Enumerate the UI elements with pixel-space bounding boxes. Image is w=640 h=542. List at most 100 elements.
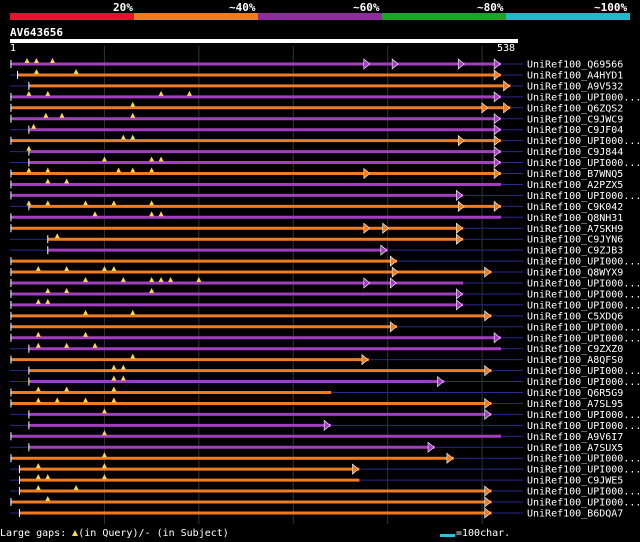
hit-label: UniRef100_Q69566: [527, 60, 623, 71]
hit-arrowhead: [484, 266, 492, 278]
hit-label: UniRef100_C9ZXZ0: [527, 344, 623, 355]
hit-label: UniRef100_UPI000...: [527, 421, 640, 432]
hit-arrowhead: [437, 375, 444, 388]
hit-arrowhead: [352, 463, 359, 475]
hit-arrowhead: [493, 113, 501, 125]
query-start-label: 1: [10, 43, 17, 54]
hit-arrowhead: [493, 124, 501, 136]
hit-arrowhead: [363, 277, 371, 289]
hit-arrowhead: [493, 135, 501, 147]
query-bar: [10, 39, 518, 43]
hit-label: UniRef100_B6DQA7: [527, 508, 623, 519]
gap-marker: [111, 266, 117, 272]
gap-marker: [149, 167, 155, 173]
hit-label: UniRef100_Q6ZQS2: [527, 103, 623, 114]
gap-marker: [111, 397, 117, 403]
gap-marker: [83, 331, 89, 337]
in-query-label: (in Query)/: [78, 528, 145, 539]
hit-arrowhead: [484, 496, 492, 508]
gap-marker: [130, 167, 136, 173]
dash-label: -: [144, 528, 151, 539]
hit-arrowhead: [323, 419, 331, 431]
gap-marker: [120, 364, 126, 370]
hit-label: UniRef100_C5XDQ6: [527, 311, 623, 322]
gap-marker: [149, 277, 155, 282]
gap-marker: [120, 375, 126, 381]
gap-marker: [64, 266, 70, 272]
hit-arrowhead: [484, 485, 492, 497]
footer: Large gaps: (in Query)/- (in Subject) =1…: [0, 528, 640, 542]
gap-marker: [83, 397, 89, 403]
hit-label: UniRef100_UPI000...: [527, 289, 640, 300]
gap-marker: [92, 211, 98, 217]
hit-arrowhead: [457, 58, 465, 70]
hit-arrowhead: [363, 167, 371, 180]
hit-label: UniRef100_Q8WYX9: [527, 268, 623, 279]
gap-marker: [35, 266, 41, 272]
hit-label: UniRef100_A7SUX5: [527, 443, 623, 454]
gap-marker: [83, 200, 89, 206]
legend-label-80: ~80%: [477, 1, 504, 14]
gap-marker: [101, 408, 107, 414]
gap-marker: [35, 397, 41, 403]
gap-marker: [158, 90, 164, 96]
hit-label: UniRef100_UPI000...: [527, 279, 640, 290]
gap-marker: [116, 167, 122, 173]
gap-marker: [92, 342, 98, 348]
hit-label: UniRef100_C9ZJB3: [527, 246, 623, 257]
hit-arrowhead: [481, 102, 489, 114]
query-title: AV643656: [10, 26, 63, 39]
legend-bar-red: [10, 13, 134, 20]
hit-label: UniRef100_C9JWC9: [527, 114, 623, 125]
gap-marker: [149, 287, 155, 293]
gap-marker: [101, 266, 107, 272]
gap-marker: [45, 496, 51, 501]
hit-arrowhead: [493, 156, 501, 169]
hit-arrowhead: [446, 452, 454, 464]
hit-arrowhead: [456, 189, 463, 202]
hit-label: UniRef100_UPI000...: [527, 366, 640, 377]
gap-marker: [149, 156, 155, 162]
gap-marker: [130, 353, 136, 359]
hit-arrowhead: [380, 244, 388, 256]
gap-marker: [33, 58, 39, 63]
hit-arrowhead: [457, 200, 465, 212]
legend-bar-cyan: [506, 13, 630, 20]
hit-label: UniRef100_A4HYD1: [527, 70, 623, 81]
gap-marker: [45, 287, 51, 293]
gap-marker: [45, 298, 51, 304]
gap-marker: [45, 178, 51, 184]
hit-label: UniRef100_Q6R5G9: [527, 388, 623, 399]
in-subject-label: (in Subject): [156, 528, 229, 539]
scale-text: =100char.: [456, 528, 511, 539]
scale-bar: [440, 534, 455, 537]
gap-marker: [24, 58, 30, 63]
hit-arrowhead: [456, 288, 463, 300]
legend-bar-orange: [134, 13, 258, 20]
gap-marker: [101, 474, 107, 480]
hit-label: UniRef100_C9J844: [527, 147, 623, 158]
gap-marker: [35, 298, 41, 304]
gap-marker: [35, 463, 41, 469]
hit-label: UniRef100_A9V532: [527, 81, 623, 92]
hit-label: UniRef100_C9JWE5: [527, 476, 623, 487]
hit-label: UniRef100_B7WNQ5: [527, 169, 623, 180]
gap-marker: [111, 364, 117, 370]
gap-marker: [168, 277, 174, 282]
hit-arrowhead: [493, 200, 501, 212]
legend-bar-purple: [258, 13, 382, 20]
hit-label: UniRef100_UPI000...: [527, 158, 640, 169]
hit-label: UniRef100_A7SKH9: [527, 224, 623, 235]
gap-marker: [45, 200, 51, 206]
gap-marker: [111, 200, 117, 206]
gap-marker: [33, 68, 39, 74]
hit-arrowhead: [493, 167, 501, 180]
hit-arrowhead: [493, 69, 501, 81]
hit-arrowhead: [391, 266, 399, 278]
hit-label: UniRef100_UPI000...: [527, 410, 640, 421]
gap-marker: [26, 145, 32, 151]
hit-label: UniRef100_C9JF04: [527, 125, 623, 136]
gap-marker: [45, 90, 51, 96]
hit-arrowhead: [484, 507, 492, 519]
gap-marker: [54, 233, 60, 239]
